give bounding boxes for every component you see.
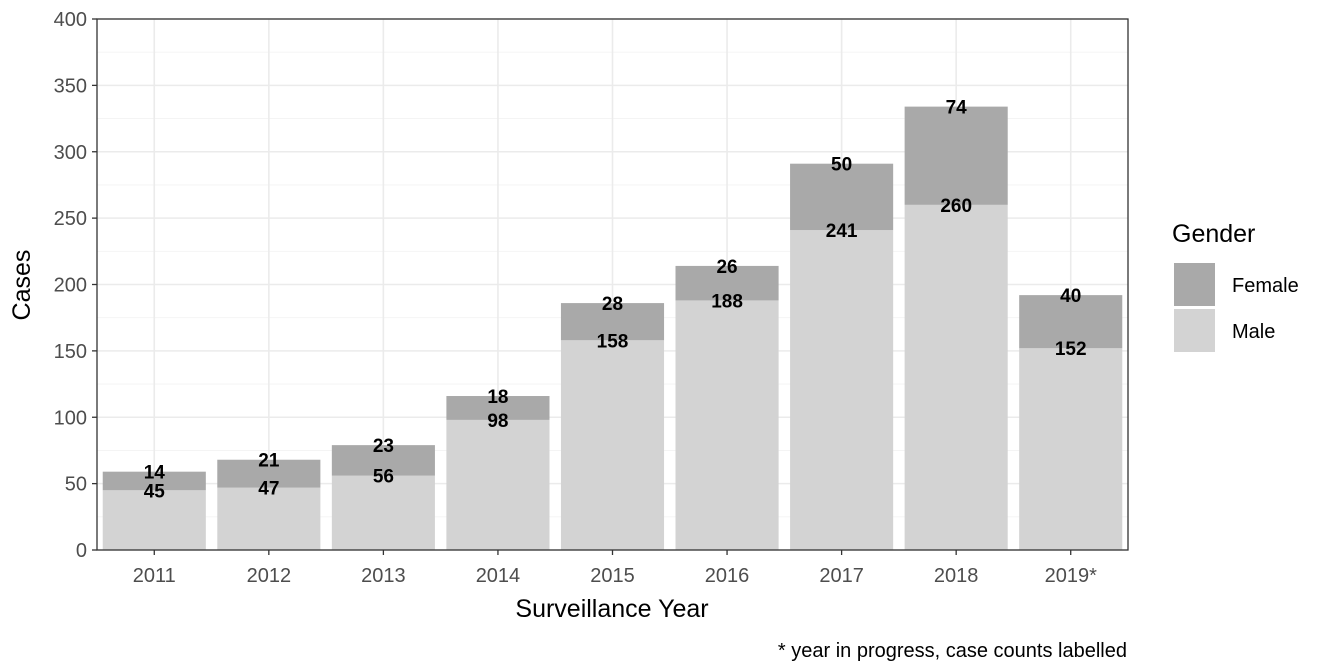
legend-entries: Female Male xyxy=(1174,263,1299,352)
bar-female xyxy=(560,303,665,341)
bar-female xyxy=(446,396,550,420)
y-tick-label: 400 xyxy=(54,9,87,31)
bar-label-male: 188 xyxy=(711,291,743,312)
x-tick-label: 2019* xyxy=(1045,565,1097,587)
bar-male xyxy=(790,230,894,550)
y-axis: 0 50 100 150 200 250 300 350 400 xyxy=(54,9,97,562)
bar-label-male: 260 xyxy=(940,196,972,217)
bar-label-female: 40 xyxy=(1060,286,1081,307)
bar-label-male: 98 xyxy=(487,411,508,432)
bar-male xyxy=(102,490,206,550)
x-axis-title: Surveillance Year xyxy=(515,595,708,623)
bar-label-female: 21 xyxy=(258,451,280,472)
legend-key-female xyxy=(1174,263,1215,306)
bar-label-female: 26 xyxy=(716,257,737,278)
y-tick-label: 300 xyxy=(54,142,87,164)
x-axis: 2011 2012 2013 2014 2015 2016 2017 2018 2019* xyxy=(133,550,1097,587)
bar-label-male: 56 xyxy=(373,467,394,488)
x-tick-label: 2015 xyxy=(590,565,635,587)
y-tick-label: 100 xyxy=(54,407,87,429)
x-tick-label: 2013 xyxy=(361,565,406,587)
bars xyxy=(102,106,1123,550)
bar-male xyxy=(675,300,779,550)
legend-label-male: Male xyxy=(1232,321,1275,343)
y-axis-title: Cases xyxy=(8,250,36,321)
bar-female xyxy=(217,459,321,488)
x-tick-label: 2011 xyxy=(133,565,176,587)
bar-label-male: 241 xyxy=(826,221,858,242)
bar-label-male: 47 xyxy=(258,479,279,500)
y-tick-label: 150 xyxy=(54,341,87,363)
bar-female xyxy=(790,163,894,231)
bar-male xyxy=(331,475,435,550)
bar-label-male: 158 xyxy=(597,331,629,352)
legend-key-male xyxy=(1174,309,1215,352)
x-tick-label: 2014 xyxy=(476,565,521,587)
bar-female xyxy=(675,265,779,301)
legend-title: Gender xyxy=(1172,220,1255,248)
bar-male xyxy=(904,204,1008,550)
x-tick-label: 2012 xyxy=(247,565,292,587)
bar-male xyxy=(560,340,665,550)
y-tick-label: 50 xyxy=(65,474,87,496)
bar-label-female: 18 xyxy=(487,387,508,408)
bar-label-female: 50 xyxy=(831,155,852,176)
y-tick-label: 0 xyxy=(76,540,87,562)
x-tick-label: 2016 xyxy=(705,565,750,587)
bar-label-male: 152 xyxy=(1055,339,1087,360)
bar-label-male: 45 xyxy=(144,481,166,502)
bar-label-female: 28 xyxy=(602,294,623,315)
bar-male xyxy=(1019,348,1123,550)
y-tick-label: 200 xyxy=(54,275,87,297)
y-tick-label: 350 xyxy=(54,75,87,97)
y-tick-label: 250 xyxy=(54,208,87,230)
bar-female xyxy=(102,471,206,491)
bar-female xyxy=(1019,295,1123,349)
caption: * year in progress, case counts labelled xyxy=(778,640,1127,662)
bar-male xyxy=(446,419,550,550)
bar-label-female: 14 xyxy=(144,463,166,484)
bar-female xyxy=(331,445,435,476)
legend: Gender Female Male xyxy=(1172,220,1299,352)
legend-label-female: Female xyxy=(1232,275,1299,297)
x-tick-label: 2017 xyxy=(819,565,864,587)
bar-label-female: 74 xyxy=(946,98,968,119)
x-tick-label: 2018 xyxy=(934,565,979,587)
bar-label-female: 23 xyxy=(373,436,394,457)
bar-female xyxy=(904,106,1008,205)
bar-male xyxy=(217,487,321,550)
